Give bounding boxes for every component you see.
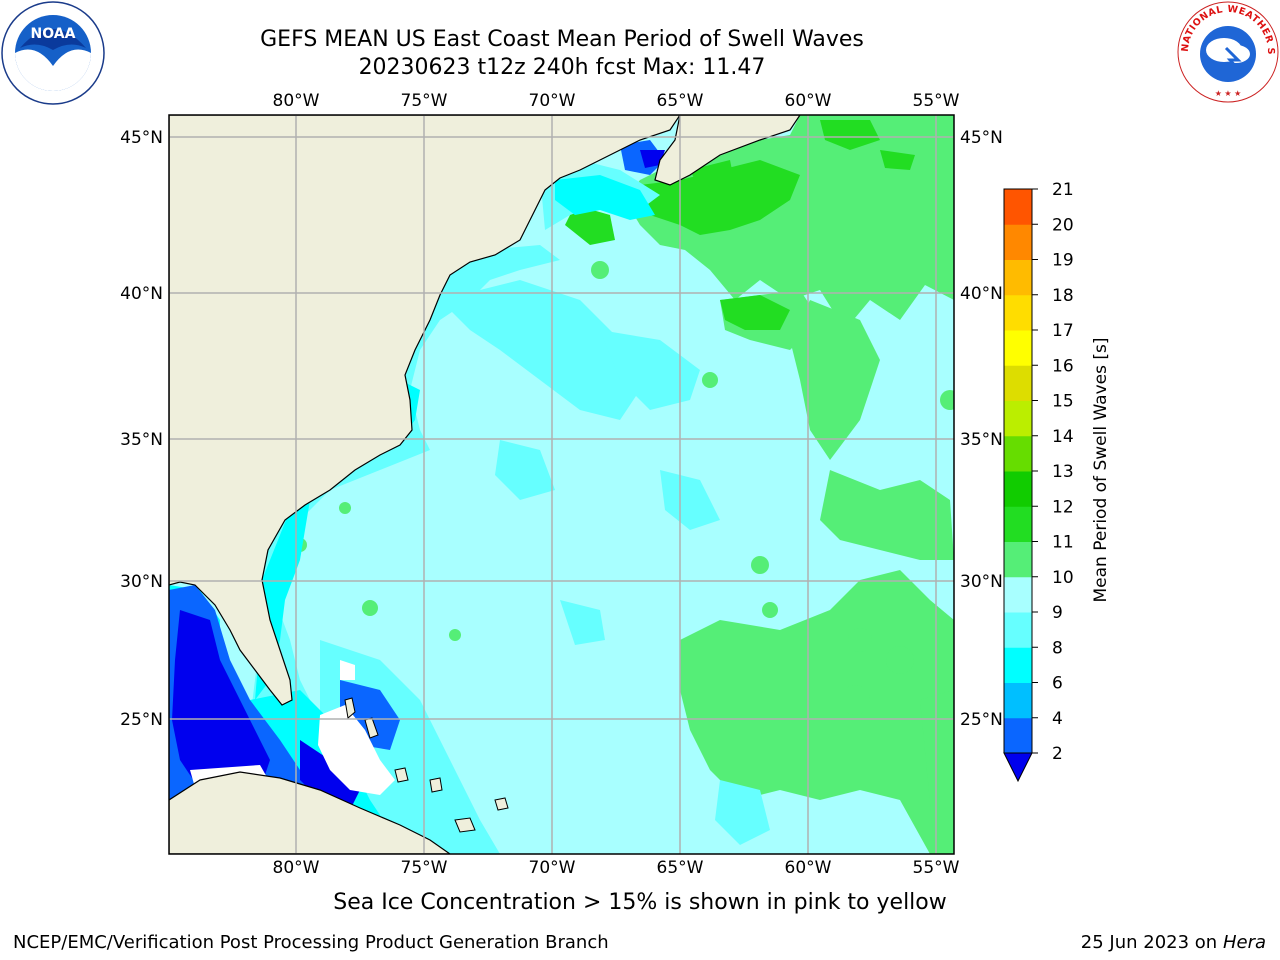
colorbar-segment xyxy=(1004,365,1032,401)
lat-labels-left: 45°N 40°N 35°N 30°N 25°N xyxy=(120,128,163,730)
footer-date-text: 25 Jun 2023 on xyxy=(1080,932,1218,953)
colorbar-tick-label: 12 xyxy=(1052,497,1074,517)
lon-label: 55°W xyxy=(913,91,960,111)
svg-text:NOAA: NOAA xyxy=(31,26,76,42)
colorbar-segment xyxy=(1004,294,1032,331)
lon-label: 65°W xyxy=(657,858,704,878)
colorbar-segment xyxy=(1004,471,1032,507)
noaa-logo-icon: NOAA xyxy=(1,1,105,105)
colorbar-segment xyxy=(1004,259,1032,296)
colorbar-tick-label: 18 xyxy=(1052,286,1074,306)
lat-label: 40°N xyxy=(120,284,163,304)
colorbar-tick-label: 21 xyxy=(1052,180,1074,200)
lat-label: 25°N xyxy=(120,710,163,730)
colorbar-segment xyxy=(1004,647,1032,683)
lat-label: 45°N xyxy=(120,128,163,148)
lon-label: 80°W xyxy=(273,91,320,111)
colorbar-tick-label: 11 xyxy=(1052,533,1074,553)
footer-machine: Hera xyxy=(1222,932,1266,953)
map-subtitle: 20230623 t12z 240h fcst Max: 11.47 xyxy=(358,55,766,80)
colorbar-tick-label: 20 xyxy=(1052,215,1074,235)
colorbar-tick-label: 13 xyxy=(1052,462,1074,482)
colorbar-tick-label: 17 xyxy=(1052,321,1074,341)
colorbar-tick-label: 4 xyxy=(1052,709,1063,729)
lon-label: 60°W xyxy=(785,858,832,878)
colorbar-tick-label: 19 xyxy=(1052,251,1074,271)
sea-ice-note: Sea Ice Concentration > 15% is shown in … xyxy=(333,890,947,915)
lon-label: 80°W xyxy=(273,858,320,878)
colorbar-segment xyxy=(1004,400,1032,437)
colorbar-under-triangle xyxy=(1003,752,1033,783)
footer-branch: NCEP/EMC/Verification Post Processing Pr… xyxy=(13,932,609,953)
lat-label: 45°N xyxy=(960,128,1003,148)
colorbar-segment xyxy=(1004,330,1032,366)
colorbar-tick-label: 8 xyxy=(1052,638,1063,658)
colorbar: 2 4 6 8 9 10 11 12 13 14 15 16 17 18 19 20 21 xyxy=(1003,180,1074,783)
colorbar-segment xyxy=(1004,682,1032,719)
colorbar-segment xyxy=(1004,224,1032,260)
colorbar-segment xyxy=(1004,717,1032,754)
lon-label: 55°W xyxy=(913,858,960,878)
lon-labels-top: 80°W 75°W 70°W 65°W 60°W 55°W xyxy=(273,91,960,111)
lat-label: 35°N xyxy=(960,430,1003,450)
colorbar-tick-label: 2 xyxy=(1052,744,1063,764)
colorbar-tick-label: 14 xyxy=(1052,427,1074,447)
colorbar-segment xyxy=(1004,506,1032,542)
lon-label: 70°W xyxy=(529,91,576,111)
colorbar-segment xyxy=(1004,576,1032,613)
lat-label: 35°N xyxy=(120,430,163,450)
colorbar-tick-label: 9 xyxy=(1052,603,1063,623)
map-title: GEFS MEAN US East Coast Mean Period of S… xyxy=(260,27,864,52)
colorbar-tick-label: 6 xyxy=(1052,674,1063,694)
cuba-land xyxy=(169,771,452,854)
colorbar-label: Mean Period of Swell Waves [s] xyxy=(1091,338,1111,603)
lat-label: 40°N xyxy=(960,284,1003,304)
lon-label: 60°W xyxy=(785,91,832,111)
colorbar-segment xyxy=(1004,435,1032,472)
lat-labels-right: 45°N 40°N 35°N 30°N 25°N xyxy=(960,128,1003,730)
colorbar-segment xyxy=(1004,541,1032,578)
graticule xyxy=(169,115,954,854)
colorbar-tick-label: 10 xyxy=(1052,568,1074,588)
svg-text:★ ★ ★: ★ ★ ★ xyxy=(1215,89,1242,98)
footer-date: 25 Jun 2023 on Hera xyxy=(1081,932,1266,953)
nova-scotia-land xyxy=(654,115,801,186)
lat-label: 25°N xyxy=(960,710,1003,730)
colorbar-segment xyxy=(1004,612,1032,648)
map-frame xyxy=(168,114,955,855)
lon-label: 70°W xyxy=(529,858,576,878)
colorbar-segment xyxy=(1004,189,1032,225)
lat-label: 30°N xyxy=(120,572,163,592)
nws-logo-icon: NATIONAL WEATHER SERVICE ★ ★ ★ xyxy=(1176,0,1279,103)
colorbar-tick-label: 16 xyxy=(1052,356,1074,376)
lon-labels-bottom: 80°W 75°W 70°W 65°W 60°W 55°W xyxy=(273,858,960,878)
lon-label: 75°W xyxy=(401,91,448,111)
lon-label: 65°W xyxy=(657,91,704,111)
colorbar-tick-label: 15 xyxy=(1052,392,1074,412)
lon-label: 75°W xyxy=(401,858,448,878)
map-panel xyxy=(169,115,954,854)
bahamas-islands xyxy=(344,697,509,833)
lat-label: 30°N xyxy=(960,572,1003,592)
